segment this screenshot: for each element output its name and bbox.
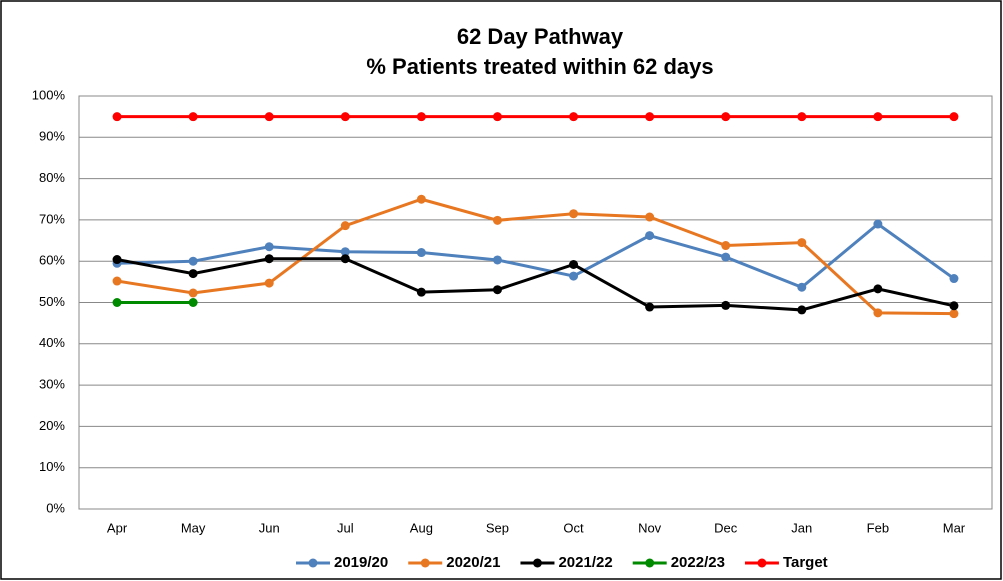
data-point [264,112,274,122]
legend-marker [757,558,767,568]
legend-marker [420,558,430,568]
data-point [645,231,655,241]
data-point [873,112,883,122]
y-tick-label: 40% [39,335,65,350]
data-point [569,271,579,281]
legend-label: 2022/23 [671,554,725,571]
x-tick-label: May [181,520,206,535]
data-point [645,212,655,222]
data-point [340,112,350,122]
data-point [569,209,579,219]
y-tick-label: 90% [39,129,65,144]
data-point [645,112,655,122]
data-point [873,219,883,229]
chart-title: 62 Day Pathway [457,24,624,49]
y-tick-label: 10% [39,459,65,474]
data-point [340,247,350,257]
data-point [873,284,883,294]
data-point [188,298,198,307]
data-point [721,112,731,122]
chart-subtitle: % Patients treated within 62 days [366,54,713,79]
data-point [340,254,350,264]
y-tick-label: 60% [39,253,65,268]
data-point [797,238,807,248]
data-point [797,305,807,315]
y-tick-label: 100% [32,87,66,102]
data-point [416,287,426,297]
data-point [188,256,198,266]
y-tick-label: 30% [39,377,65,392]
x-tick-label: Jun [259,520,280,535]
x-tick-label: Feb [867,520,889,535]
data-point [188,288,198,298]
series-line [116,197,954,316]
data-point [492,285,502,295]
y-tick-label: 50% [39,294,65,309]
data-point [721,300,731,310]
data-point [188,269,198,279]
x-tick-label: Apr [107,520,128,535]
data-point [492,255,502,265]
data-point [721,241,731,251]
data-point [340,221,350,231]
data-point [112,298,122,307]
data-point [721,252,731,262]
x-tick-label: Sep [486,520,509,535]
legend-marker [308,558,318,568]
data-point [264,278,274,288]
data-point [949,309,959,319]
x-tick-label: Dec [714,520,738,535]
legend-label: Target [783,554,828,571]
x-tick-label: Jan [791,520,812,535]
data-point [416,194,426,204]
data-point [112,255,122,265]
data-point [797,112,807,122]
data-point [492,112,502,122]
data-point [264,254,274,264]
data-point [569,260,579,270]
data-point [188,112,198,122]
legend-label: 2021/22 [558,554,612,571]
data-point [949,301,959,311]
x-tick-label: Oct [563,520,584,535]
data-point [569,112,579,122]
y-tick-label: 20% [39,418,65,433]
data-point [416,112,426,122]
data-point [645,302,655,312]
legend-label: 2020/21 [446,554,500,571]
data-point [416,248,426,258]
y-tick-label: 80% [39,170,65,185]
legend-marker [645,558,655,568]
series-line [117,222,955,289]
series-line [116,257,955,312]
y-tick-label: 70% [39,211,65,226]
legend-label: 2019/20 [334,554,388,571]
data-point [112,112,122,122]
data-point [492,215,502,225]
data-point [949,112,959,122]
x-tick-label: Jul [337,520,354,535]
data-point [873,308,883,318]
y-tick-label: 0% [46,500,65,515]
x-tick-label: Mar [943,520,966,535]
data-point [797,282,807,292]
x-tick-label: Nov [638,520,662,535]
legend-marker [532,558,542,568]
data-point [112,276,122,286]
x-tick-label: Aug [410,520,433,535]
data-point [264,242,274,252]
data-point [949,274,959,284]
